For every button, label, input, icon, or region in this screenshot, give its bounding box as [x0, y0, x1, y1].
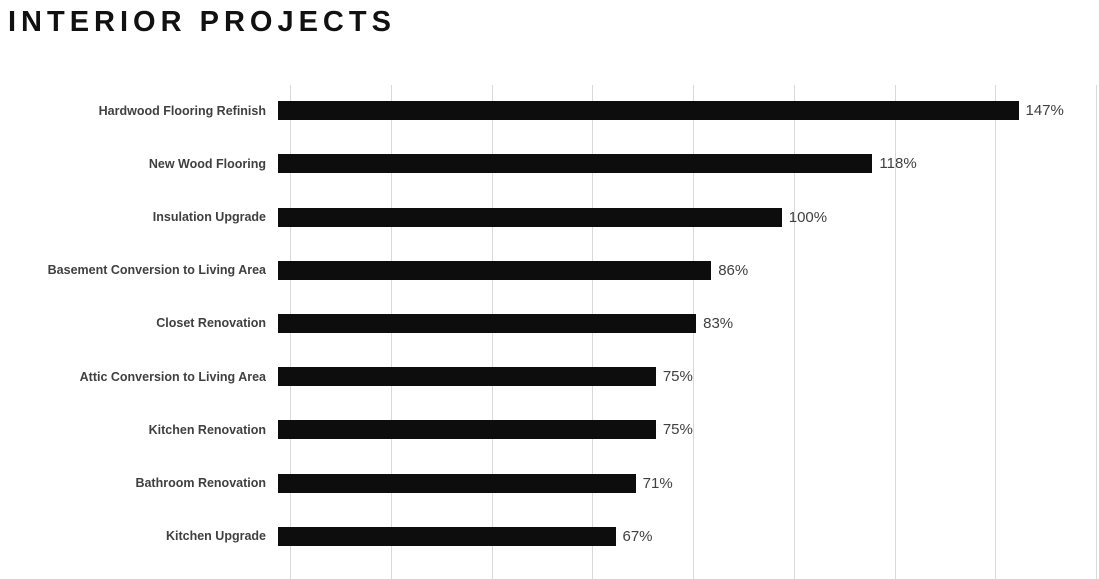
bar [278, 101, 1019, 121]
bar-track: 100% [278, 190, 1084, 243]
value-label: 86% [718, 261, 749, 279]
value-label: 67% [622, 527, 653, 545]
category-label: Bathroom Renovation [135, 476, 266, 491]
chart-row: Attic Conversion to Living Area 75% [0, 350, 1099, 403]
category-label: Kitchen Renovation [148, 422, 266, 437]
chart-row: Hardwood Flooring Refinish 147% [0, 84, 1099, 137]
gridline [793, 85, 795, 579]
value-label: 118% [879, 155, 917, 173]
bar [278, 526, 616, 546]
bar-track: 147% [278, 84, 1084, 137]
category-label: Basement Conversion to Living Area [47, 263, 266, 278]
bar [278, 207, 782, 227]
category-label: Insulation Upgrade [152, 210, 266, 225]
category-label: Kitchen Upgrade [165, 529, 266, 544]
category-label: Hardwood Flooring Refinish [98, 103, 266, 118]
chart-title: INTERIOR PROJECTS [8, 6, 396, 38]
bar-track: 75% [278, 350, 1084, 403]
chart-row: New Wood Flooring 118% [0, 137, 1099, 190]
bar-track: 83% [278, 297, 1084, 350]
chart-row: Basement Conversion to Living Area 86% [0, 244, 1099, 297]
gridline [995, 85, 997, 579]
value-label: 100% [788, 208, 828, 226]
chart-row: Kitchen Upgrade 67% [0, 510, 1099, 563]
bar [278, 260, 712, 280]
bar [278, 473, 636, 493]
category-label: Attic Conversion to Living Area [79, 369, 266, 384]
chart-row: Insulation Upgrade 100% [0, 190, 1099, 243]
bar [278, 367, 656, 387]
bar-track: 75% [278, 403, 1084, 456]
gridline [1096, 85, 1097, 579]
bar-track: 118% [278, 137, 1084, 190]
bar-rows: Hardwood Flooring Refinish 147% New Wood… [0, 84, 1099, 563]
bar-track: 86% [278, 244, 1084, 297]
category-label: Closet Renovation [156, 316, 266, 331]
chart-row: Bathroom Renovation 71% [0, 457, 1099, 510]
chart-row: Kitchen Renovation 75% [0, 403, 1099, 456]
category-label: New Wood Flooring [148, 156, 266, 171]
bar [278, 420, 656, 440]
value-label: 75% [662, 368, 693, 386]
value-label: 83% [703, 314, 734, 332]
chart-row: Closet Renovation 83% [0, 297, 1099, 350]
bar [278, 154, 873, 174]
bar-track: 67% [278, 510, 1084, 563]
bar [278, 313, 697, 333]
gridline [894, 85, 896, 579]
value-label: 147% [1025, 102, 1064, 120]
bar-track: 71% [278, 457, 1084, 510]
value-label: 71% [642, 474, 673, 492]
value-label: 75% [662, 421, 693, 439]
